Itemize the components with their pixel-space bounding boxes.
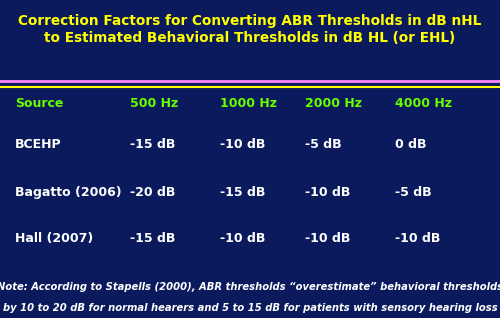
Text: 1000 Hz: 1000 Hz [220,97,277,110]
Text: BCEHP: BCEHP [15,138,62,151]
Text: 0 dB: 0 dB [395,138,426,151]
Text: 4000 Hz: 4000 Hz [395,97,452,110]
Text: -10 dB: -10 dB [395,232,440,245]
Text: -10 dB: -10 dB [220,232,266,245]
Text: Source: Source [15,97,64,110]
Text: Hall (2007): Hall (2007) [15,232,93,245]
Text: -10 dB: -10 dB [305,232,350,245]
Text: by 10 to 20 dB for normal hearers and 5 to 15 dB for patients with sensory heari: by 10 to 20 dB for normal hearers and 5 … [2,303,498,313]
Text: -5 dB: -5 dB [395,186,432,199]
Text: -20 dB: -20 dB [130,186,176,199]
Text: -15 dB: -15 dB [130,232,176,245]
Text: -10 dB: -10 dB [220,138,266,151]
Text: -15 dB: -15 dB [220,186,266,199]
Text: 2000 Hz: 2000 Hz [305,97,362,110]
Text: Correction Factors for Converting ABR Thresholds in dB nHL
to Estimated Behavior: Correction Factors for Converting ABR Th… [18,14,481,45]
Text: Note: According to Stapells (2000), ABR thresholds “overestimate” behavioral thr: Note: According to Stapells (2000), ABR … [0,282,500,292]
Text: -15 dB: -15 dB [130,138,176,151]
Text: -5 dB: -5 dB [305,138,342,151]
Text: -10 dB: -10 dB [305,186,350,199]
Text: Bagatto (2006): Bagatto (2006) [15,186,122,199]
Text: 500 Hz: 500 Hz [130,97,178,110]
